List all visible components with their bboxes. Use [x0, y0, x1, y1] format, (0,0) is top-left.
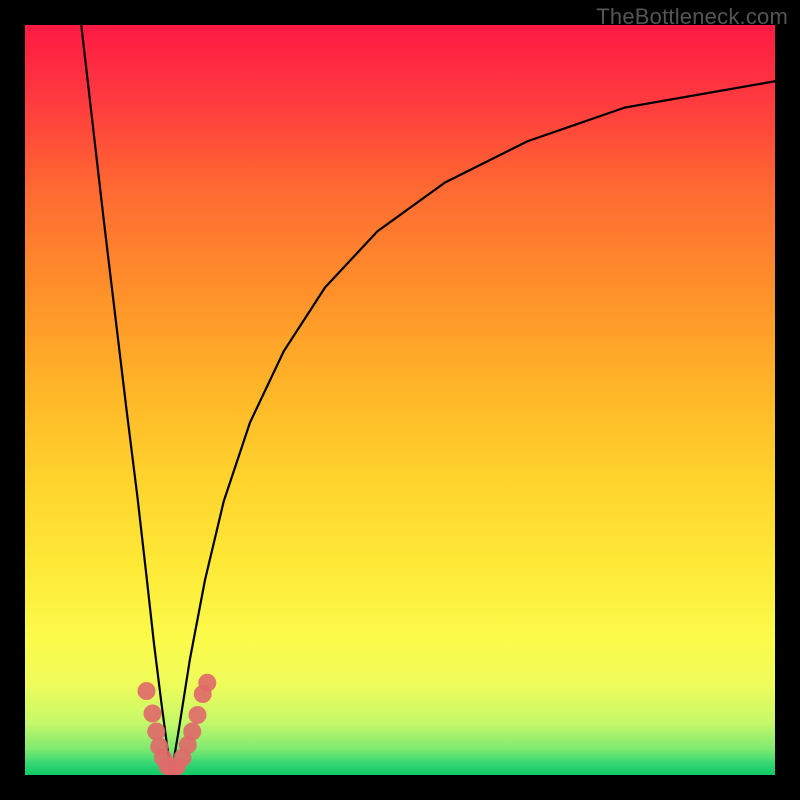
- curve-left-branch: [81, 25, 171, 775]
- overlay-dot: [147, 723, 165, 741]
- curve-layer: [25, 25, 775, 775]
- curve-right-branch: [171, 81, 775, 775]
- plot-area: [25, 25, 775, 775]
- overlay-dot: [183, 723, 201, 741]
- overlay-dot: [138, 682, 156, 700]
- overlay-dots-group: [138, 674, 217, 775]
- chart-root: TheBottleneck.com: [0, 0, 800, 800]
- overlay-dot: [198, 674, 216, 692]
- overlay-dot: [144, 705, 162, 723]
- overlay-dot: [189, 706, 207, 724]
